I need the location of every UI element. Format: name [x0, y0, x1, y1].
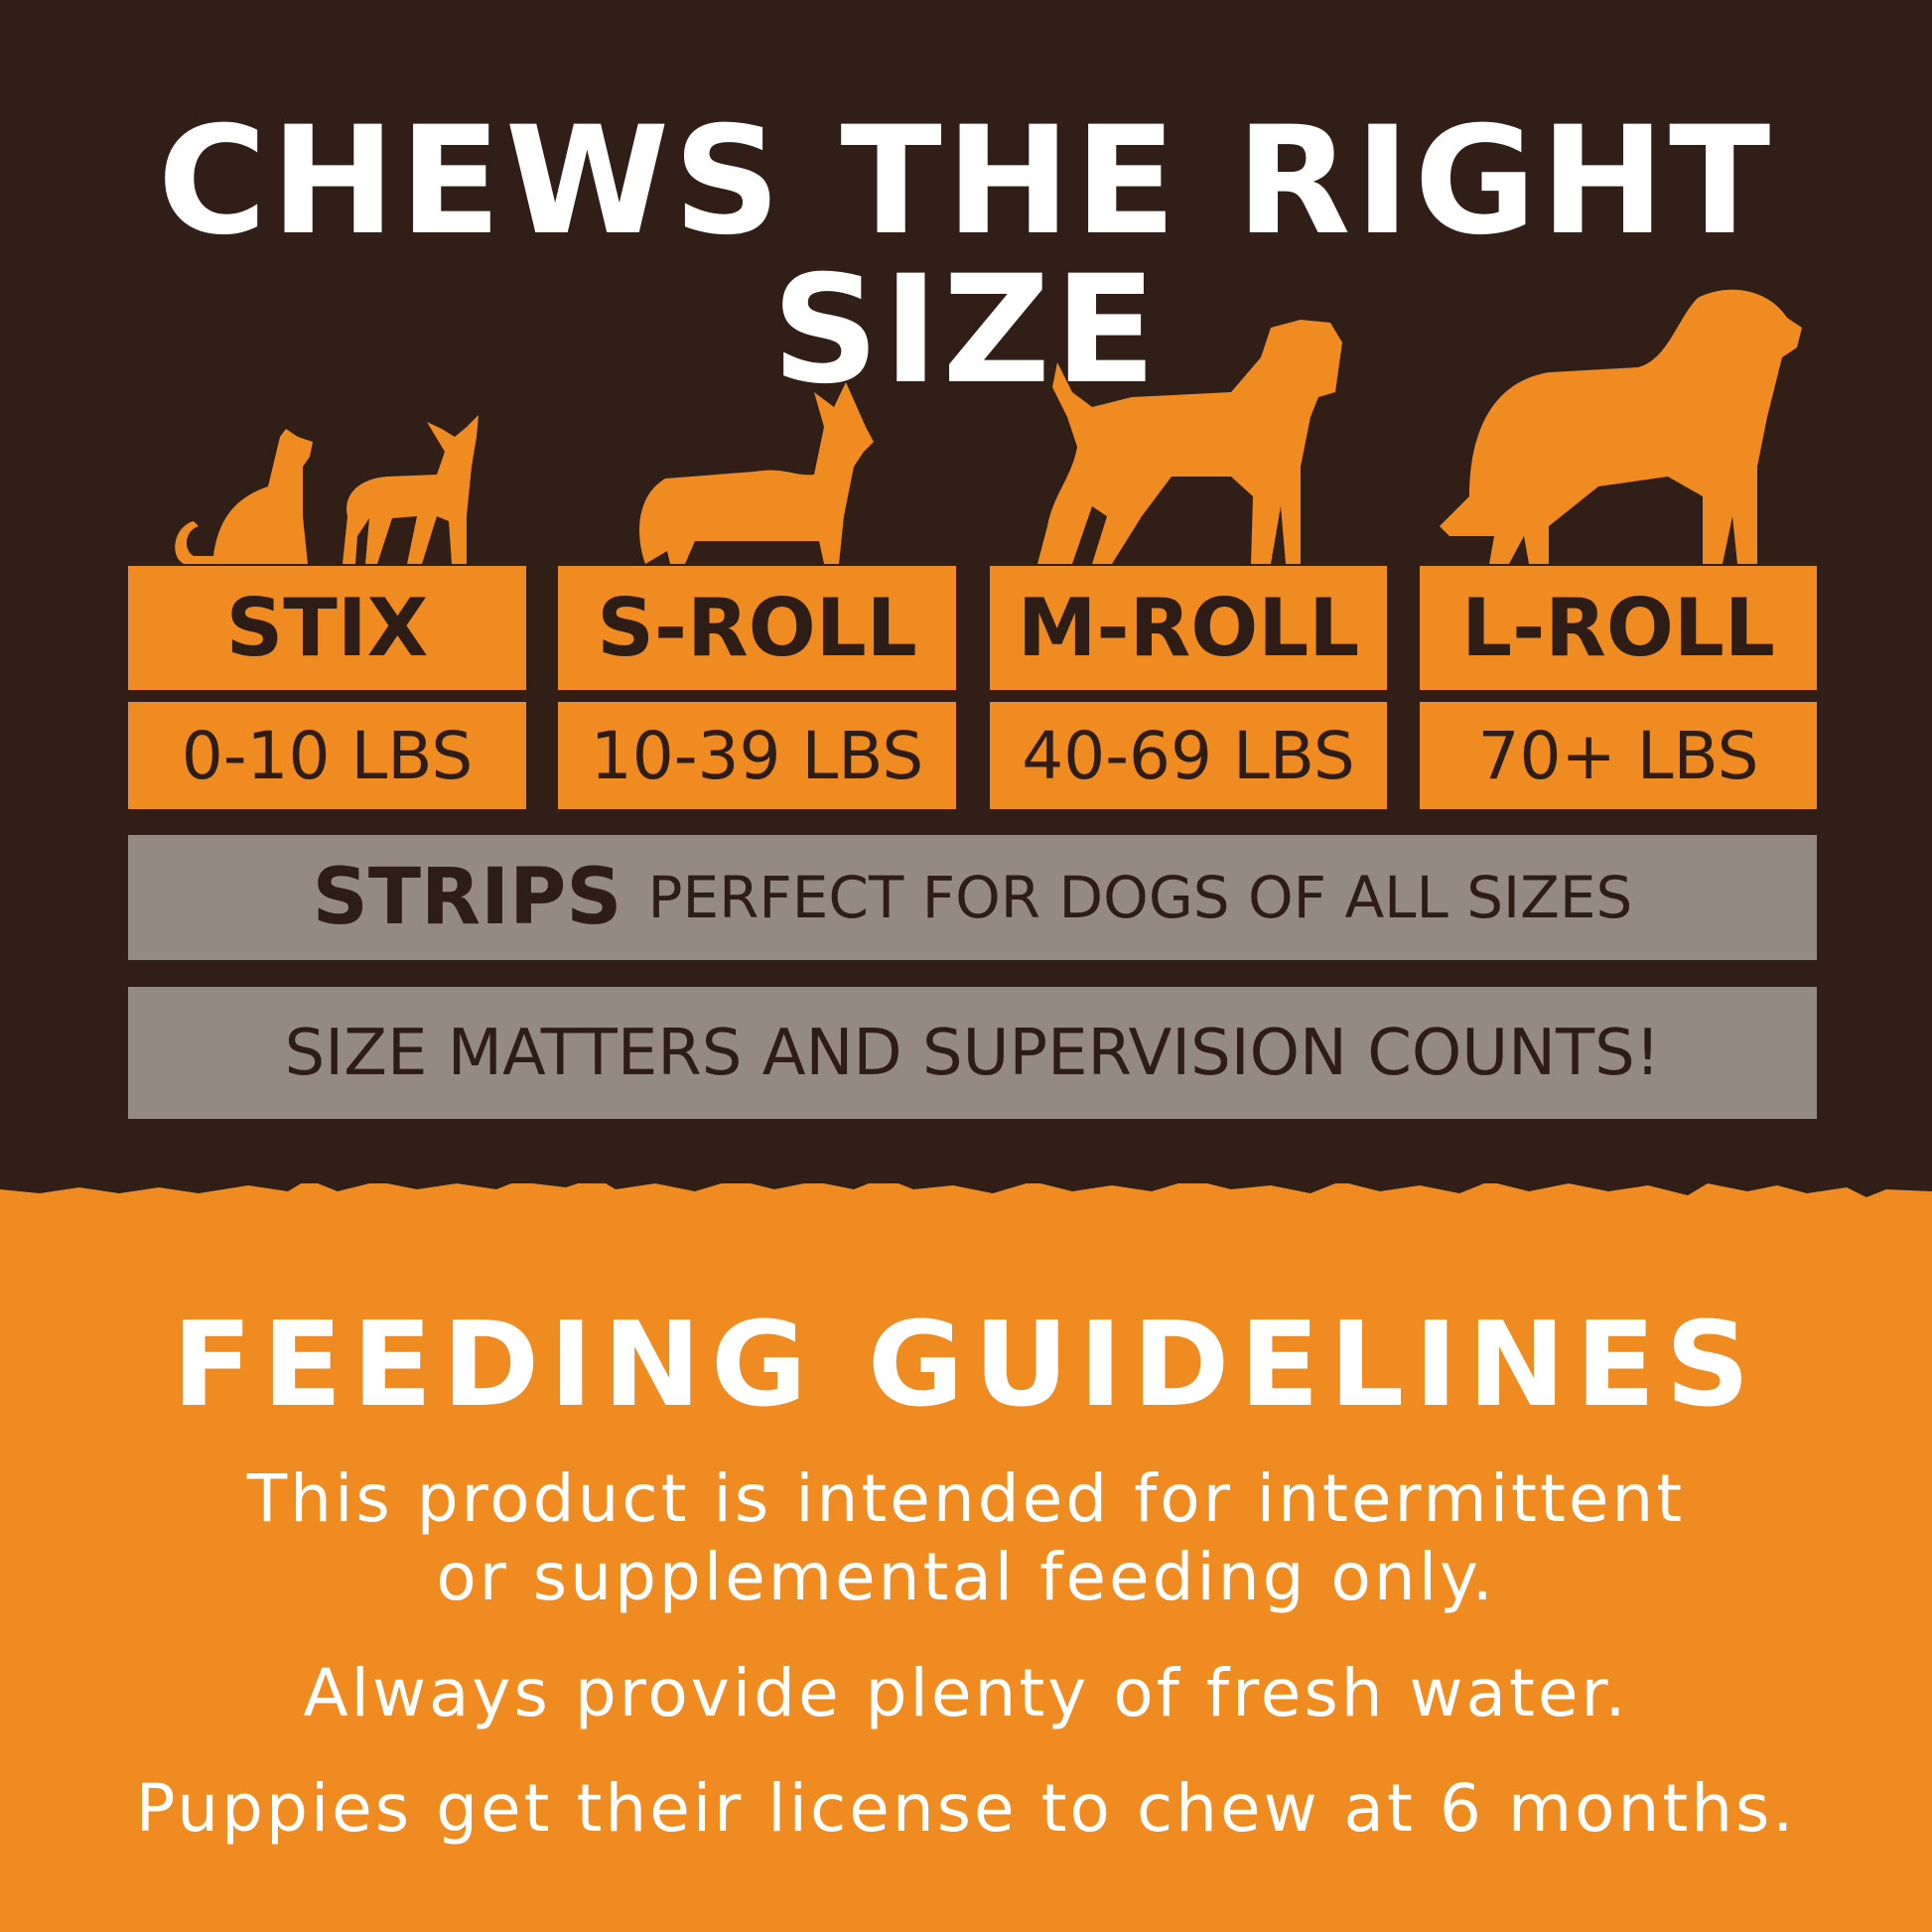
strips-label: STRIPS — [312, 853, 622, 942]
feeding-line-1: This product is intended for intermitten… — [246, 1460, 1686, 1537]
cat-and-small-dog-icon — [175, 415, 479, 564]
feeding-line-4: Puppies get their license to chew at 6 m… — [135, 1770, 1797, 1847]
weight-m-roll: 40-69 LBS — [990, 702, 1387, 809]
page-title: CHEWS THE RIGHT SIZE — [157, 95, 1775, 417]
supervision-banner: SIZE MATTERS AND SUPERVISION COUNTS! — [128, 987, 1817, 1119]
feeding-line-2: or supplemental feeding only. — [436, 1539, 1496, 1615]
weight-s-roll: 10-39 LBS — [558, 702, 956, 809]
size-name-stix: STIX — [128, 566, 526, 690]
corgi-icon — [639, 382, 874, 564]
feeding-title: FEEDING GUIDELINES — [172, 1296, 1760, 1433]
large-dog-icon — [1440, 289, 1802, 564]
strips-text: PERFECT FOR DOGS OF ALL SIZES — [647, 864, 1633, 931]
medium-dog-icon — [1037, 320, 1342, 564]
torn-edge — [0, 1162, 1932, 1197]
size-name-m-roll: M-ROLL — [990, 566, 1387, 690]
weight-l-roll: 70+ LBS — [1420, 702, 1817, 809]
animal-silhouettes — [175, 289, 1802, 564]
weight-stix: 0-10 LBS — [128, 702, 526, 809]
size-name-l-roll: L-ROLL — [1420, 566, 1817, 690]
feeding-line-3: Always provide plenty of fresh water. — [303, 1655, 1629, 1731]
strips-banner: STRIPS PERFECT FOR DOGS OF ALL SIZES — [128, 835, 1817, 960]
size-name-s-roll: S-ROLL — [558, 566, 956, 690]
